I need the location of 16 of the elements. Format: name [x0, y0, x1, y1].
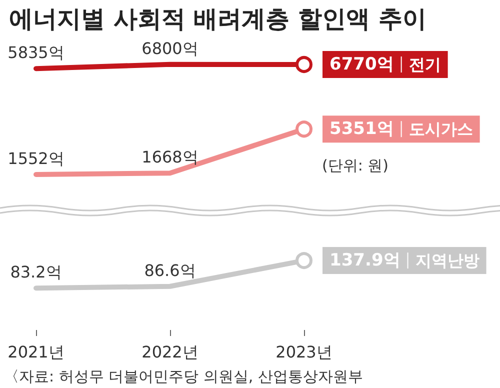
- data-label: 5835억: [8, 43, 64, 62]
- data-label: 83.2억: [10, 262, 62, 282]
- data-label: 5351억: [330, 119, 394, 140]
- text: 〈자료: 허성무 더불어민주당 의원실, 산업통상자원부: [4, 368, 363, 386]
- x-tick-label: 2023년: [276, 342, 332, 362]
- data-label: 6770억: [330, 54, 394, 74]
- data-label: 86.6억: [144, 260, 196, 280]
- legend-label: 전기: [408, 55, 441, 74]
- data-label: 1552억: [8, 148, 64, 168]
- chart-title: 에너지별 사회적 배려계층 할인액 추이: [9, 5, 426, 33]
- data-label: 1668억: [142, 148, 198, 167]
- data-label: 6800억: [142, 38, 198, 58]
- x-tick-label: 2022년: [142, 342, 198, 362]
- text: 도시가스: [408, 120, 473, 139]
- x-tick-label: 2021년: [8, 342, 64, 362]
- annotation: (단위: 원): [322, 156, 389, 174]
